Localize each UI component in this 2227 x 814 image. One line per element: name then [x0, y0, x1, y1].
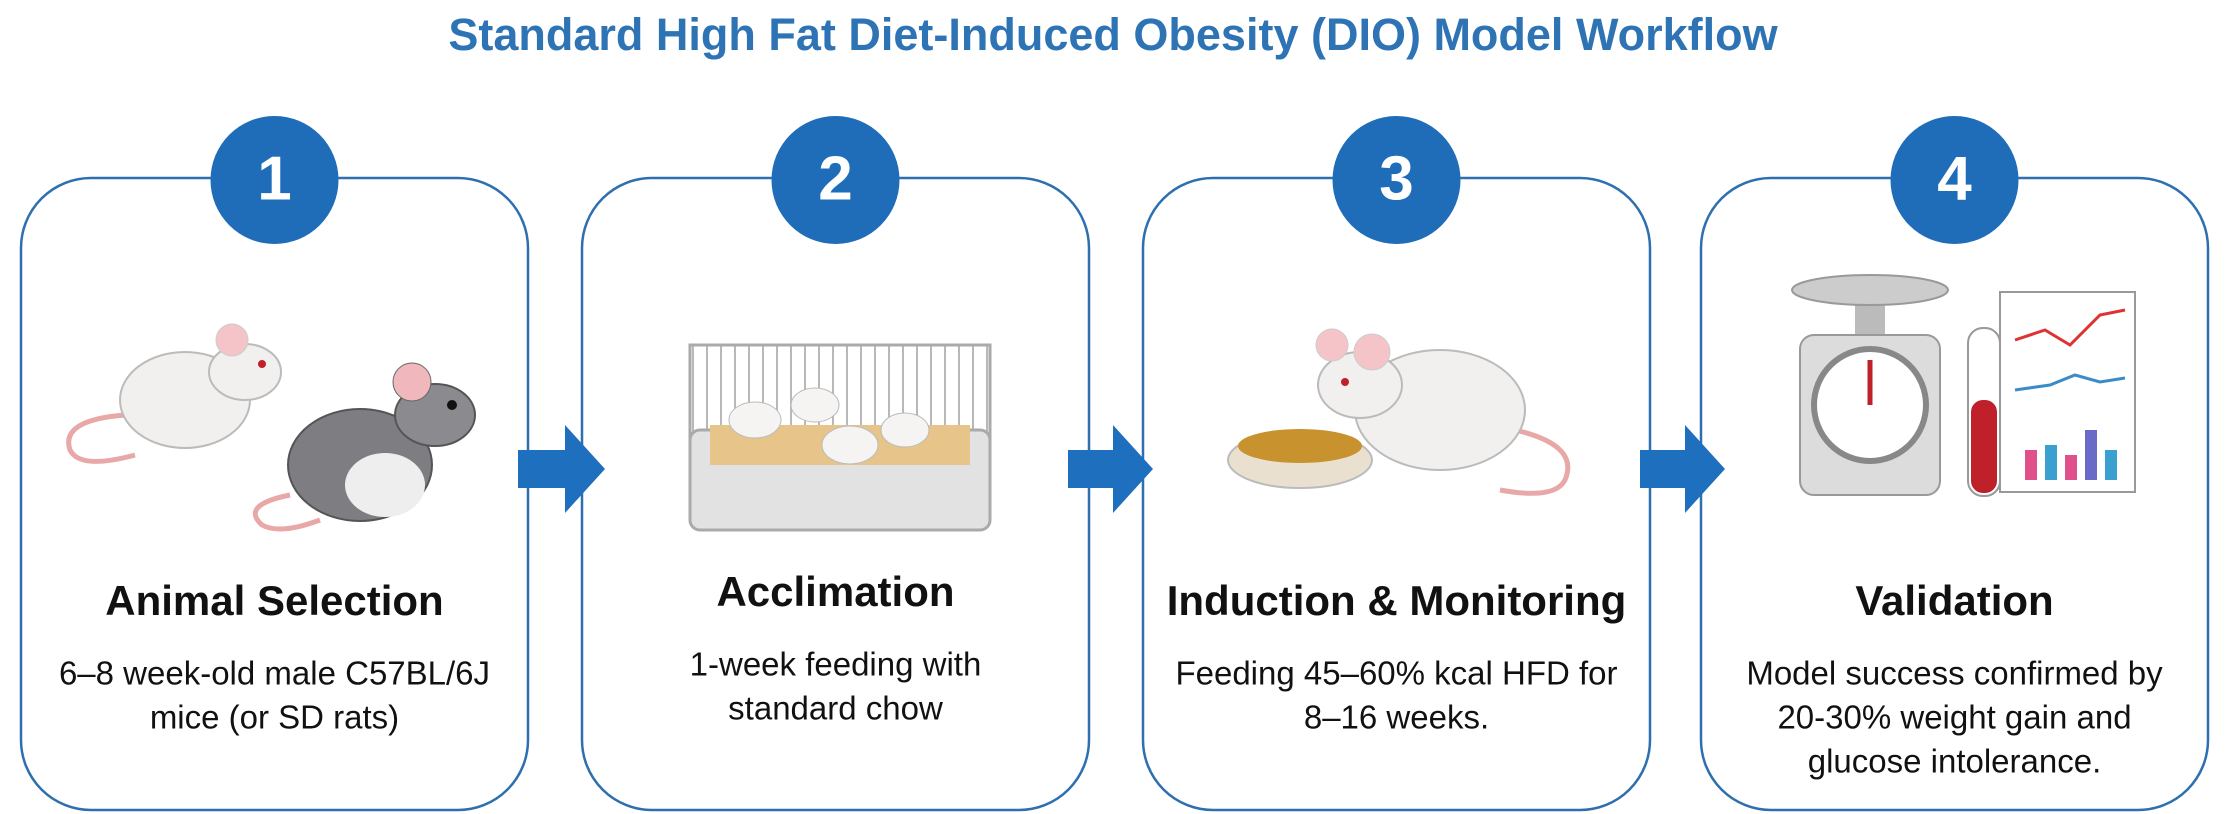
illustration-shape	[447, 400, 457, 410]
step-description: 6–8 week-old male C57BL/6J	[59, 655, 490, 692]
step-number: 4	[1937, 144, 1972, 213]
step-description: Feeding 45–60% kcal HFD for	[1175, 655, 1617, 692]
illustration-shape	[1791, 274, 1949, 306]
illustration-shape	[215, 323, 249, 357]
illustration-shape	[1068, 425, 1153, 513]
illustration-shape	[2105, 450, 2117, 480]
step-badge	[210, 116, 339, 244]
illustration-shape	[392, 362, 432, 402]
illustration-shape	[1971, 400, 1997, 493]
illustration-shape	[208, 343, 282, 401]
illustration-shape	[66, 412, 136, 464]
step-badge	[771, 116, 900, 244]
illustration-shape	[2014, 308, 2126, 347]
step-number: 2	[818, 144, 852, 213]
step-number: 1	[257, 144, 291, 213]
validation-illustration	[1791, 274, 2136, 497]
illustration-shape	[518, 425, 605, 513]
feeding-illustration	[1227, 328, 1571, 496]
step-badge	[1890, 116, 2019, 244]
step-description: 8–16 weeks.	[1304, 699, 1489, 736]
illustration-shape	[345, 453, 425, 517]
illustration-shape	[258, 360, 266, 368]
illustration-shape	[252, 492, 321, 532]
flow-arrows	[518, 425, 1725, 513]
illustration-shape	[1499, 427, 1571, 496]
step-title: Animal Selection	[105, 577, 443, 624]
illustration-shape	[1238, 429, 1362, 463]
step-description: 20-30% weight gain and	[1777, 699, 2131, 736]
step-number: 3	[1379, 144, 1413, 213]
step-description: 1-week feeding with	[690, 646, 982, 683]
cage-illustration	[688, 343, 992, 532]
step-description: standard chow	[728, 690, 943, 727]
step-title: Induction & Monitoring	[1167, 577, 1627, 624]
illustration-shape	[2085, 430, 2097, 480]
illustration-shape	[1341, 378, 1349, 386]
mice-illustration	[66, 323, 476, 532]
illustration-shape	[1353, 333, 1391, 371]
step-badge	[1332, 116, 1461, 244]
step-description: glucose intolerance.	[1808, 743, 2102, 780]
step-description: Model success confirmed by	[1746, 655, 2163, 692]
step-title: Validation	[1855, 577, 2053, 624]
illustration-shape	[880, 412, 930, 448]
illustration-shape	[821, 425, 879, 465]
step-title: Acclimation	[716, 568, 954, 615]
step-description: mice (or SD rats)	[150, 699, 399, 736]
illustration-shape	[2025, 450, 2037, 480]
illustration-shape	[2065, 455, 2077, 480]
illustration-shape	[2045, 445, 2057, 480]
illustration-shape	[790, 387, 840, 423]
illustration-shape	[2014, 373, 2126, 392]
illustration-shape	[1315, 328, 1349, 362]
diagram-title: Standard High Fat Diet-Induced Obesity (…	[448, 9, 1778, 60]
illustration-shape	[728, 401, 782, 439]
illustration-shape	[1640, 425, 1725, 513]
